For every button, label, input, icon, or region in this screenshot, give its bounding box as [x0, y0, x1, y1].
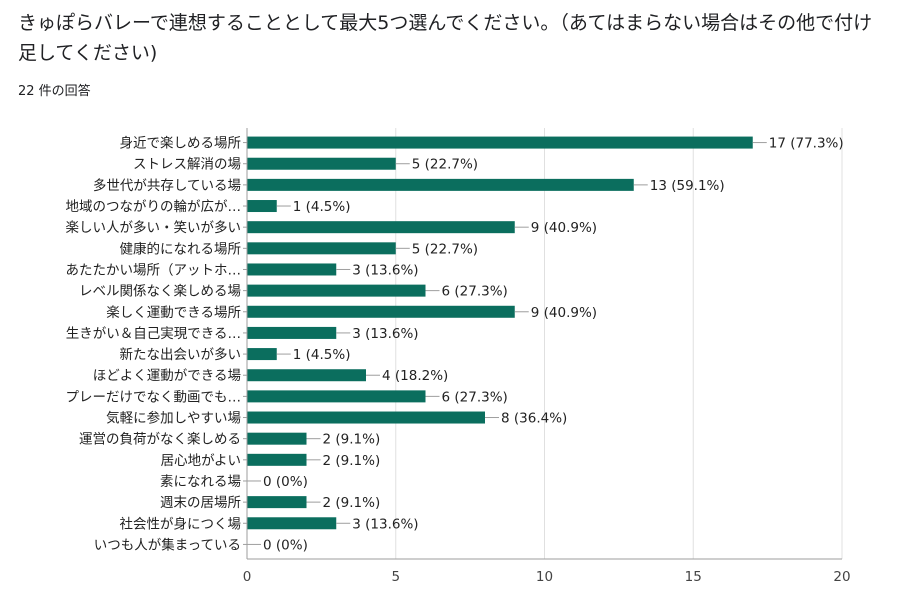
- category-label: 楽しく運動できる場所: [106, 305, 241, 321]
- category-label: レベル関係なく楽しめる場: [79, 284, 241, 300]
- bar: [247, 284, 426, 297]
- value-label: 4 (18.2%): [382, 368, 448, 384]
- bar: [247, 157, 396, 170]
- bar: [247, 411, 485, 424]
- category-label: 地域のつながりの輪が広が…: [66, 198, 242, 215]
- value-label: 2 (9.1%): [323, 495, 381, 511]
- bar: [247, 432, 307, 445]
- category-label: 素になれる場: [160, 474, 241, 490]
- value-label: 2 (9.1%): [323, 432, 381, 448]
- category-label: 週末の居場所: [160, 495, 241, 511]
- bar: [247, 263, 337, 276]
- x-tick-label: 15: [685, 569, 702, 585]
- bar: [247, 326, 337, 339]
- category-label: 気軽に参加しやすい場: [106, 410, 241, 427]
- category-label: 居心地がよい: [161, 453, 241, 469]
- value-labels: 17 (77.3%) 5 (22.7%) 13 (59.1%) 1 (4.5%) 9 (…: [247, 136, 844, 553]
- bar: [247, 348, 277, 361]
- value-label: 2 (9.1%): [323, 453, 381, 469]
- category-label: プレーだけでなく動画でも…: [66, 389, 242, 405]
- value-label: 9 (40.9%): [531, 305, 597, 321]
- category-label: いつも人が集まっている: [94, 537, 241, 553]
- category-label: 生きがい＆自己実現できる…: [66, 326, 241, 342]
- bar: [247, 136, 753, 149]
- x-tick-label: 5: [391, 569, 400, 585]
- value-label: 5 (22.7%): [412, 241, 478, 257]
- value-label: 9 (40.9%): [531, 220, 597, 236]
- category-label: あたたかい場所（アットホ…: [66, 262, 242, 278]
- value-label: 3 (13.6%): [352, 326, 418, 342]
- grid-lines: [395, 128, 843, 559]
- x-axis-ticks: 0 5 10 15 20: [243, 569, 851, 585]
- category-label: 多世代が共存している場: [93, 177, 241, 194]
- value-label: 1 (4.5%): [293, 199, 351, 215]
- bar: [247, 242, 396, 255]
- x-tick-label: 0: [243, 569, 252, 585]
- category-label: ストレス解消の場: [133, 157, 241, 173]
- category-label: 社会性が身につく場: [120, 516, 242, 532]
- category-label: ほどよく運動ができる場: [93, 368, 241, 384]
- bar: [247, 390, 426, 403]
- category-label: 身近で楽しめる場所: [120, 136, 242, 152]
- value-label: 0 (0%): [263, 537, 308, 553]
- value-label: 13 (59.1%): [650, 178, 725, 194]
- axes: [243, 128, 842, 560]
- bar: [247, 221, 515, 234]
- value-label: 6 (27.3%): [442, 284, 508, 300]
- value-label: 3 (13.6%): [352, 262, 418, 278]
- value-label: 5 (22.7%): [412, 157, 478, 173]
- bar: [247, 305, 515, 318]
- x-tick-label: 10: [536, 569, 553, 585]
- category-label: 運営の負荷がなく楽しめる: [79, 432, 241, 448]
- value-label: 0 (0%): [263, 474, 308, 490]
- value-label: 8 (36.4%): [501, 411, 567, 427]
- category-label: 新たな出会いが多い: [120, 346, 242, 363]
- value-label: 6 (27.3%): [442, 389, 508, 405]
- value-label: 3 (13.6%): [352, 516, 418, 532]
- bar: [247, 517, 337, 530]
- value-label: 1 (4.5%): [293, 347, 351, 363]
- response-count: 22 件の回答: [18, 84, 91, 99]
- category-label: 健康的になれる場所: [120, 240, 242, 257]
- bar: [247, 178, 634, 191]
- bar: [247, 200, 277, 213]
- x-tick-label: 20: [833, 569, 850, 585]
- value-label: 17 (77.3%): [769, 136, 844, 152]
- bar: [247, 496, 307, 509]
- bars: [247, 136, 753, 530]
- bar: [247, 453, 307, 466]
- category-label: 楽しい人が多い・笑いが多い: [66, 219, 242, 236]
- category-labels: 身近で楽しめる場所ストレス解消の場多世代が共存している場地域のつながりの輪が広が…: [66, 136, 242, 554]
- bar: [247, 369, 366, 382]
- question-title: きゅぽらバレーで連想することとして最大5つ選んでください。（あてはまらない場合は…: [18, 12, 873, 64]
